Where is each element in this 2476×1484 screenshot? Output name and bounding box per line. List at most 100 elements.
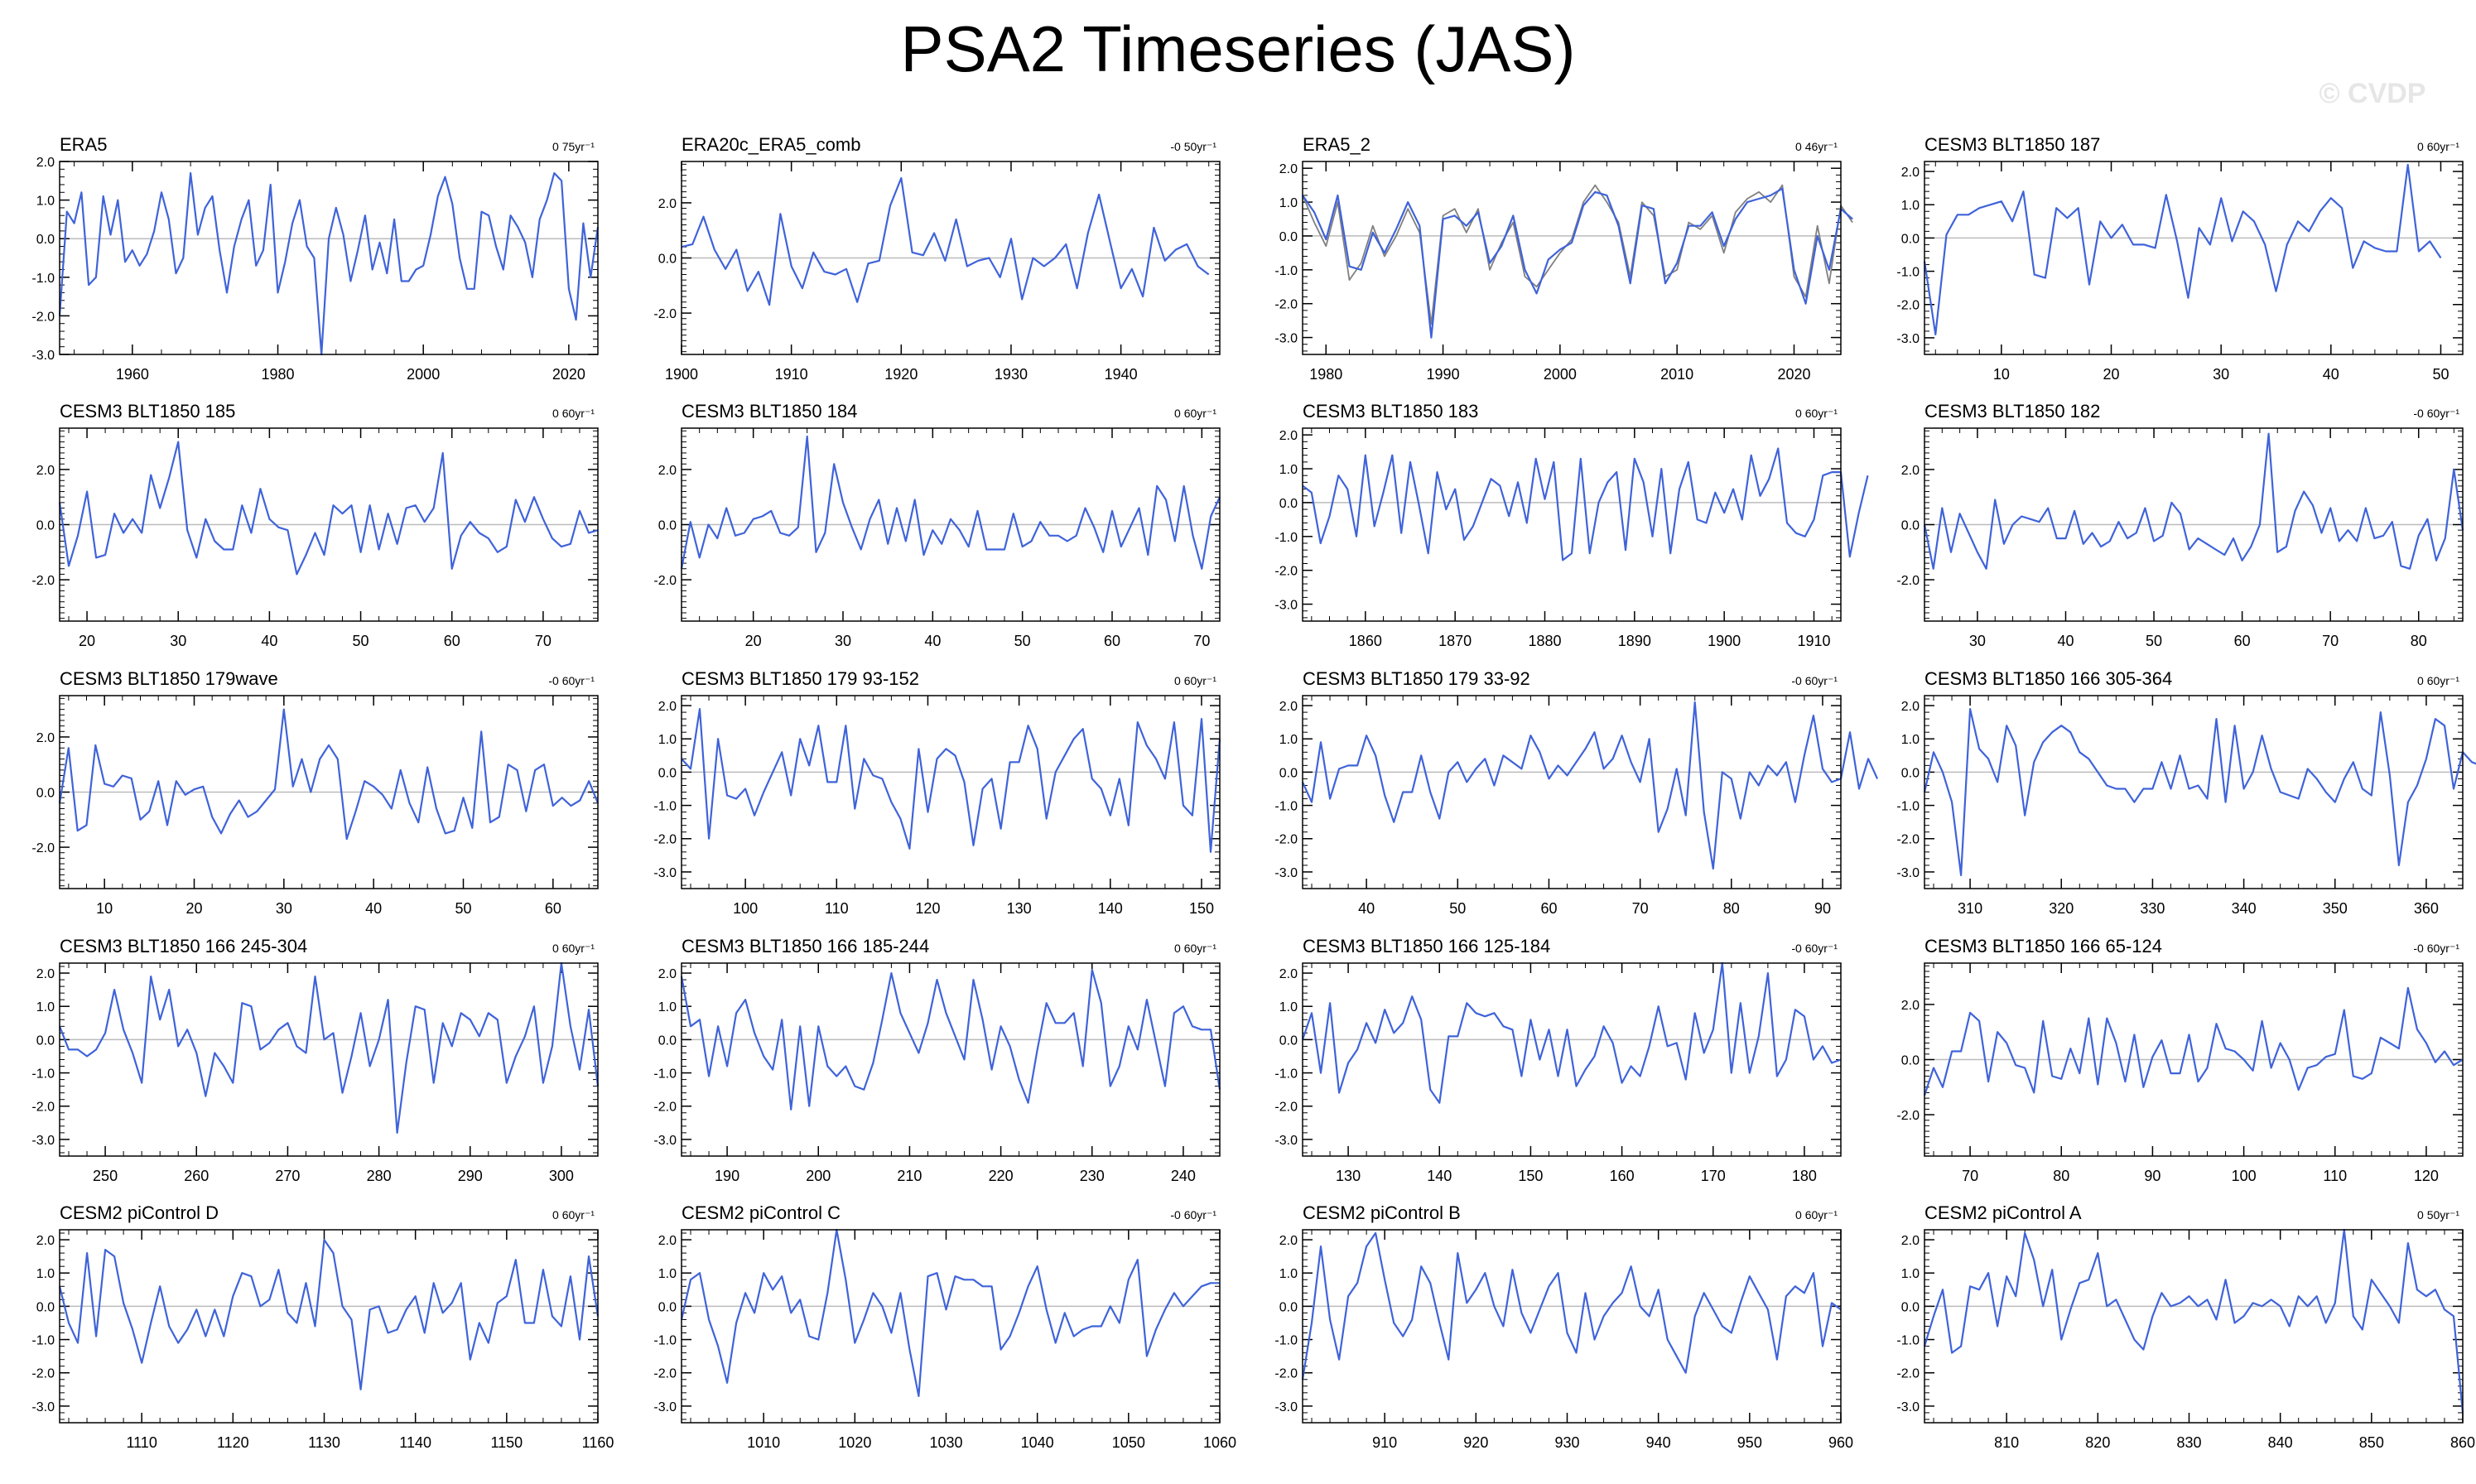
panel-frame (1924, 962, 2464, 1157)
x-tick-label: 200 (806, 1168, 831, 1184)
panel-title: ERA5 (60, 134, 107, 155)
x-tick-label: 1010 (747, 1434, 780, 1451)
x-tick-label: 2010 (1660, 366, 1693, 383)
x-tick-label: 1900 (1708, 633, 1741, 649)
y-tick-label: -2.0 (653, 307, 677, 321)
y-tick-label: -2.0 (31, 841, 55, 855)
panel-trend-label: 0 60yr⁻¹ (2417, 140, 2459, 153)
x-tick-label: 1960 (116, 366, 149, 383)
y-tick-label: 1.0 (1901, 199, 1920, 213)
panel-title: CESM3 BLT1850 187 (1924, 134, 2100, 155)
y-tick-label: 1.0 (36, 1267, 55, 1281)
x-tick-label: 70 (535, 633, 552, 649)
x-tick-label: 20 (745, 633, 762, 649)
x-tick-label: 80 (2053, 1168, 2069, 1184)
panel-trend-label: 0 60yr⁻¹ (552, 942, 595, 955)
panel-frame (1302, 161, 1842, 355)
panel-trend-label: 0 75yr⁻¹ (552, 140, 595, 153)
x-tick-label: 1990 (1427, 366, 1460, 383)
series-line (1923, 1228, 2464, 1414)
y-tick-label: 2.0 (36, 156, 55, 170)
y-tick-label: -1.0 (1274, 1067, 1298, 1082)
x-tick-label: 1880 (1528, 633, 1561, 649)
panel-title: CESM3 BLT1850 179wave (60, 668, 278, 689)
x-tick-label: 30 (276, 900, 292, 917)
y-tick-label: -1.0 (31, 1334, 55, 1348)
series-line (58, 441, 599, 576)
x-tick-label: 320 (2049, 900, 2074, 917)
y-tick-label: 0.0 (1279, 1034, 1298, 1048)
y-tick-label: 1.0 (1279, 1267, 1298, 1281)
y-tick-label: 0.0 (36, 233, 55, 247)
y-tick-label: 2.0 (658, 1234, 677, 1248)
x-tick-label: 40 (2323, 366, 2339, 383)
x-tick-label: 840 (2268, 1434, 2293, 1451)
x-tick-label: 120 (2414, 1168, 2439, 1184)
y-tick-label: -3.0 (1274, 599, 1298, 613)
x-tick-label: 2020 (1777, 366, 1810, 383)
y-tick-label: 2.0 (658, 967, 677, 981)
y-tick-label: 2.0 (658, 197, 677, 211)
y-tick-label: 0.0 (1901, 766, 1920, 780)
y-tick-label: 2.0 (36, 1234, 55, 1248)
y-tick-label: 2.0 (1901, 700, 1920, 714)
y-tick-label: 0.0 (658, 1300, 677, 1314)
panel-frame (59, 695, 599, 889)
x-tick-label: 920 (1463, 1434, 1488, 1451)
x-tick-label: 240 (1171, 1168, 1196, 1184)
x-tick-label: 1120 (217, 1434, 249, 1451)
y-tick-label: 0.0 (1901, 1300, 1920, 1314)
x-tick-label: 60 (1540, 900, 1557, 917)
panel-frame (59, 427, 599, 622)
panel-title: CESM3 BLT1850 179 93-152 (682, 668, 919, 689)
x-tick-label: 30 (170, 633, 186, 649)
y-tick-label: -2.0 (1896, 833, 1920, 847)
panel-frame (1924, 161, 2464, 355)
y-tick-label: -3.0 (1896, 332, 1920, 346)
y-tick-label: -1.0 (1896, 266, 1920, 280)
x-tick-label: 1030 (929, 1434, 962, 1451)
x-tick-label: 170 (1701, 1168, 1726, 1184)
panel-title: ERA5_2 (1303, 134, 1370, 155)
y-tick-label: -3.0 (1274, 866, 1298, 880)
series-line (681, 707, 1221, 853)
series-line (680, 435, 1221, 570)
x-tick-label: 20 (2103, 366, 2119, 383)
y-tick-label: 2.0 (36, 967, 55, 981)
x-tick-label: 1040 (1021, 1434, 1054, 1451)
y-tick-label: 1.0 (1901, 1267, 1920, 1281)
y-tick-label: 0.0 (658, 519, 677, 533)
y-tick-label: -2.0 (31, 1367, 55, 1381)
y-tick-label: 1.0 (658, 733, 677, 747)
panel-trend-label: 0 60yr⁻¹ (2417, 674, 2459, 687)
x-tick-label: 290 (458, 1168, 483, 1184)
series-line (58, 1238, 600, 1390)
x-tick-label: 90 (1814, 900, 1831, 917)
panel-frame (59, 962, 599, 1157)
panel-trend-label: 0 60yr⁻¹ (1795, 407, 1838, 420)
y-tick-label: 0.0 (1901, 519, 1920, 533)
y-tick-label: -1.0 (1896, 1334, 1920, 1348)
x-tick-label: 270 (275, 1168, 300, 1184)
y-tick-label: 1.0 (1901, 733, 1920, 747)
page-title: PSA2 Timeseries (JAS) (900, 12, 1576, 85)
series-line (1923, 163, 2442, 335)
panel-frame (1302, 1229, 1842, 1424)
x-tick-label: 2000 (1544, 366, 1577, 383)
y-tick-label: -2.0 (31, 310, 55, 324)
series-line (58, 961, 600, 1135)
x-tick-label: 830 (2176, 1434, 2201, 1451)
x-tick-label: 1910 (775, 366, 808, 383)
series-line (1923, 986, 2464, 1096)
x-tick-label: 80 (2411, 633, 2427, 649)
panel-title: CESM2 piControl B (1303, 1202, 1461, 1223)
x-tick-label: 860 (2450, 1434, 2475, 1451)
panel-frame (681, 161, 1221, 355)
x-tick-label: 210 (897, 1168, 922, 1184)
y-tick-label: -1.0 (1274, 800, 1298, 814)
x-tick-label: 30 (835, 633, 851, 649)
x-tick-label: 100 (2232, 1168, 2257, 1184)
y-tick-label: -1.0 (31, 272, 55, 286)
panel-trend-label: -0 60yr⁻¹ (548, 674, 595, 687)
x-tick-label: 130 (1336, 1168, 1361, 1184)
